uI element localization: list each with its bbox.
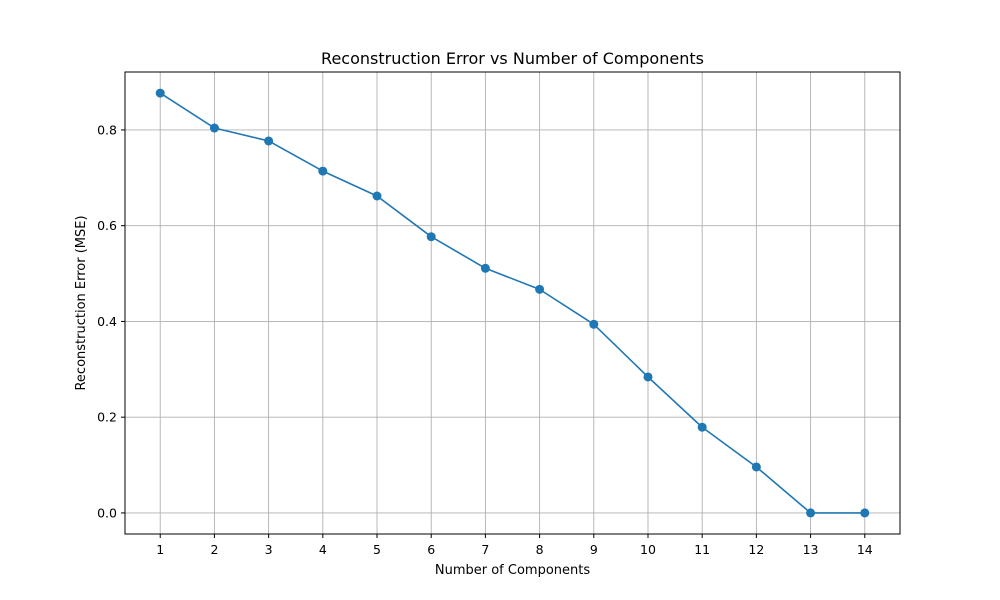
x-tick-label: 6 bbox=[427, 542, 435, 557]
data-point bbox=[535, 284, 545, 294]
data-point bbox=[589, 319, 599, 329]
data-point bbox=[426, 232, 436, 242]
x-tick-label: 4 bbox=[319, 542, 327, 557]
x-tick-label: 8 bbox=[536, 542, 544, 557]
y-tick-label: 0.6 bbox=[97, 218, 117, 233]
y-tick-label: 0.4 bbox=[97, 314, 117, 329]
y-tick-label: 0.2 bbox=[97, 410, 117, 425]
x-tick-label: 5 bbox=[373, 542, 381, 557]
data-point bbox=[264, 136, 274, 146]
data-point bbox=[860, 508, 870, 518]
y-tick-label: 0.0 bbox=[97, 505, 117, 520]
data-point bbox=[155, 88, 165, 98]
data-point bbox=[318, 166, 328, 176]
x-tick-label: 11 bbox=[694, 542, 710, 557]
plot-frame bbox=[124, 71, 901, 535]
x-tick-label: 7 bbox=[481, 542, 489, 557]
x-tick-label: 3 bbox=[265, 542, 273, 557]
x-tick-label: 10 bbox=[640, 542, 656, 557]
data-point bbox=[751, 462, 761, 472]
x-axis-label: Number of Components bbox=[435, 563, 590, 578]
x-tick-label: 12 bbox=[748, 542, 764, 557]
data-point bbox=[643, 372, 653, 382]
y-axis-label: Reconstruction Error (MSE) bbox=[74, 215, 89, 390]
x-tick-label: 1 bbox=[156, 542, 164, 557]
data-point bbox=[806, 508, 816, 518]
data-point bbox=[697, 422, 707, 432]
x-tick-label: 9 bbox=[590, 542, 598, 557]
x-tick-label: 2 bbox=[210, 542, 218, 557]
x-tick-label: 14 bbox=[857, 542, 873, 557]
y-tick-label: 0.8 bbox=[97, 122, 117, 137]
data-point bbox=[372, 191, 382, 201]
x-tick-label: 13 bbox=[803, 542, 819, 557]
chart-title: Reconstruction Error vs Number of Compon… bbox=[321, 49, 704, 68]
grid-lines bbox=[125, 72, 900, 534]
tick-marks: 1 2 3 4 5 6 7 8 9 10 11 12 13 140.00.20.40.60.8 bbox=[97, 122, 873, 557]
data-point bbox=[480, 263, 490, 273]
series-line bbox=[159, 92, 865, 514]
data-point bbox=[209, 123, 219, 133]
series-layer bbox=[155, 88, 870, 518]
